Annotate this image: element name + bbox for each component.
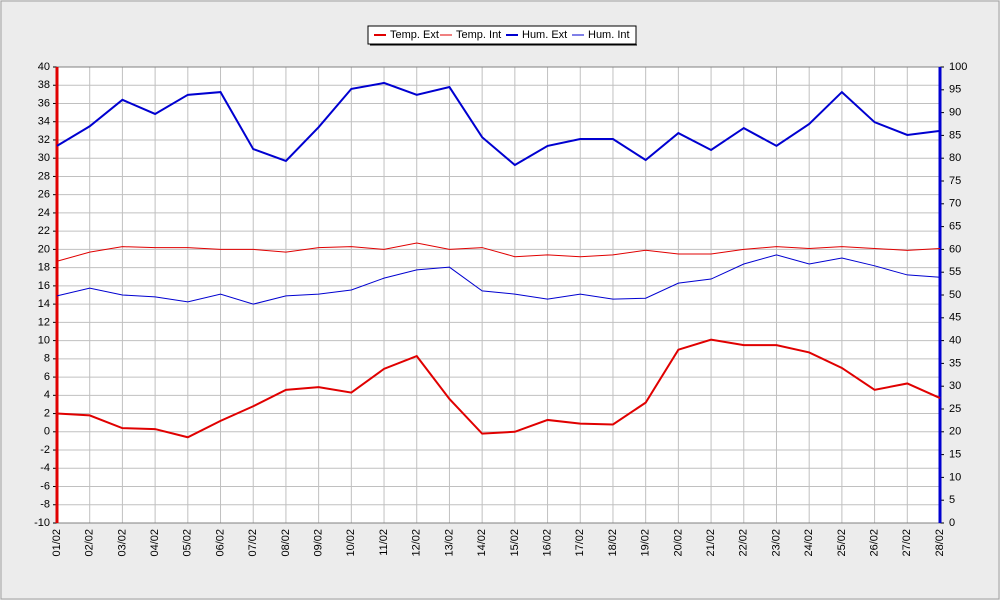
x-tick-label: 06/02 xyxy=(214,529,226,557)
series-line xyxy=(56,81,941,167)
y-tick-label: 16 xyxy=(38,280,50,292)
legend-label: Hum. Ext xyxy=(522,29,567,41)
y2-tick-label: 50 xyxy=(949,289,961,301)
y-tick-label: -8 xyxy=(40,499,50,511)
y-tick-label: 36 xyxy=(38,97,50,109)
x-tick-label: 03/02 xyxy=(116,529,128,557)
x-tick-label: 14/02 xyxy=(476,529,488,557)
x-tick-label: 22/02 xyxy=(738,529,750,557)
y-tick-label: 8 xyxy=(44,353,50,365)
x-tick-label: 15/02 xyxy=(509,529,521,557)
y2-tick-label: 15 xyxy=(949,449,961,461)
y-tick-label: 22 xyxy=(38,225,50,237)
y-tick-label: 14 xyxy=(38,298,50,310)
series-line xyxy=(56,242,941,262)
y-tick-label: 34 xyxy=(38,116,50,128)
y2-tick-label: 0 xyxy=(949,517,955,529)
y2-tick-label: 60 xyxy=(949,243,961,255)
x-tick-label: 12/02 xyxy=(411,529,423,557)
y2-tick-label: 10 xyxy=(949,471,961,483)
x-tick-label: 01/02 xyxy=(51,529,63,557)
y-tick-label: 4 xyxy=(44,389,50,401)
legend-box xyxy=(367,25,637,45)
y2-tick-label: 5 xyxy=(949,494,955,506)
y2-tick-label: 20 xyxy=(949,426,961,438)
y-tick-label: 12 xyxy=(38,316,50,328)
x-tick-label: 07/02 xyxy=(247,529,259,557)
y-tick-label: 18 xyxy=(38,262,50,274)
y2-tick-label: 100 xyxy=(949,61,967,73)
x-tick-label: 11/02 xyxy=(378,529,390,556)
x-tick-label: 04/02 xyxy=(149,529,161,557)
y-tick-label: 6 xyxy=(44,371,50,383)
y2-tick-label: 80 xyxy=(949,152,961,164)
y2-tick-label: 30 xyxy=(949,380,961,392)
x-tick-label: 13/02 xyxy=(443,529,455,557)
x-tick-label: 08/02 xyxy=(280,529,292,557)
x-tick-label: 20/02 xyxy=(672,529,684,557)
x-tick-label: 24/02 xyxy=(803,529,815,557)
x-tick-label: 23/02 xyxy=(770,529,782,557)
y-tick-label: 20 xyxy=(38,243,50,255)
y2-tick-label: 55 xyxy=(949,266,961,278)
x-tick-label: 10/02 xyxy=(345,529,357,557)
x-tick-label: 09/02 xyxy=(313,529,325,557)
x-tick-label: 17/02 xyxy=(574,529,586,557)
y2-tick-label: 25 xyxy=(949,403,961,415)
series-line xyxy=(56,254,941,305)
x-tick-label: 25/02 xyxy=(836,529,848,557)
y-tick-label: 2 xyxy=(44,407,50,419)
y-tick-label: 40 xyxy=(38,61,50,73)
y-tick-label: 30 xyxy=(38,152,50,164)
legend-label: Temp. Ext xyxy=(390,29,439,41)
x-tick-label: 21/02 xyxy=(705,529,717,557)
y-tick-label: -2 xyxy=(40,444,50,456)
x-tick-label: 28/02 xyxy=(934,529,946,557)
x-tick-label: 02/02 xyxy=(84,529,96,557)
y2-tick-label: 40 xyxy=(949,335,961,347)
x-tick-label: 16/02 xyxy=(541,529,553,557)
x-tick-label: 27/02 xyxy=(901,529,913,557)
y2-tick-label: 45 xyxy=(949,312,961,324)
y-tick-label: 0 xyxy=(44,426,50,438)
legend-label: Hum. Int xyxy=(588,29,630,41)
y-tick-label: 24 xyxy=(38,207,50,219)
y-tick-label: -10 xyxy=(34,517,50,529)
y-tick-label: 26 xyxy=(38,189,50,201)
y-tick-label: 28 xyxy=(38,170,50,182)
y2-tick-label: 65 xyxy=(949,221,961,233)
y2-tick-label: 70 xyxy=(949,198,961,210)
y2-tick-label: 85 xyxy=(949,129,961,141)
y2-tick-label: 35 xyxy=(949,357,961,369)
legend-label: Temp. Int xyxy=(456,29,501,41)
y2-tick-label: 90 xyxy=(949,107,961,119)
y-tick-label: -4 xyxy=(40,462,50,474)
x-tick-label: 18/02 xyxy=(607,529,619,557)
x-tick-label: 26/02 xyxy=(868,529,880,557)
plot-area xyxy=(57,67,940,523)
x-tick-label: 05/02 xyxy=(182,529,194,557)
series-line xyxy=(56,338,941,439)
y-tick-label: 10 xyxy=(38,335,50,347)
y-tick-label: 38 xyxy=(38,79,50,91)
y2-tick-label: 75 xyxy=(949,175,961,187)
x-tick-label: 19/02 xyxy=(640,529,652,557)
y2-tick-label: 95 xyxy=(949,84,961,96)
y-tick-label: -6 xyxy=(40,480,50,492)
y-tick-label: 32 xyxy=(38,134,50,146)
